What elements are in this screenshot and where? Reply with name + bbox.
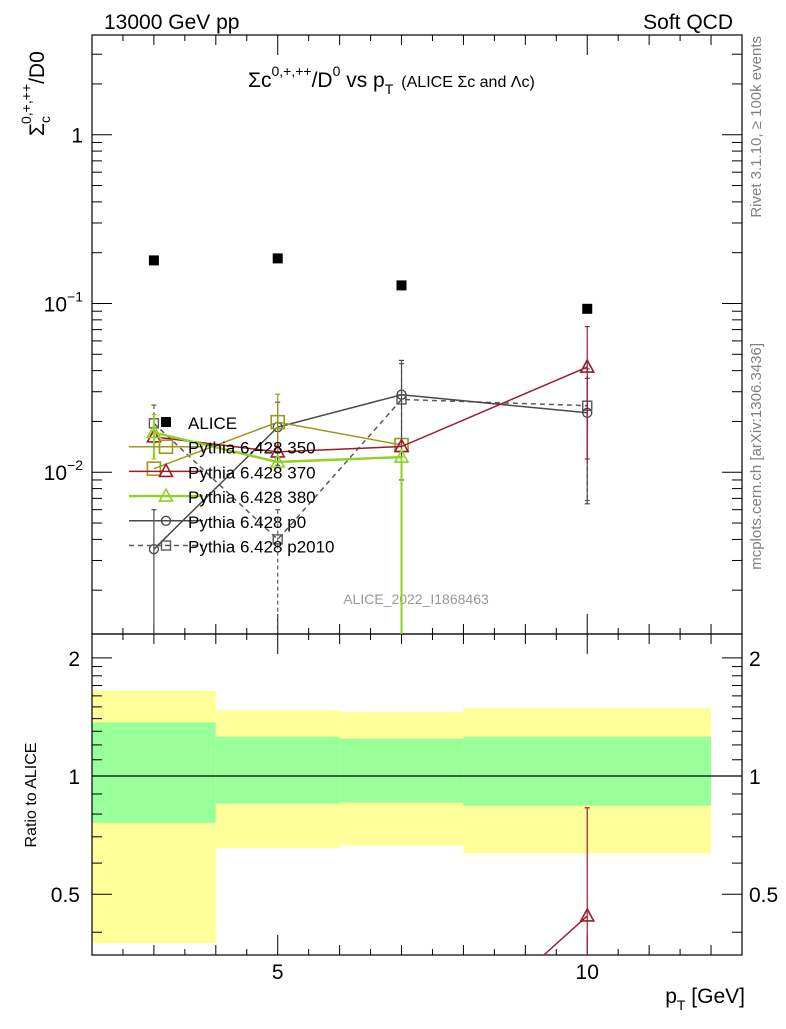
mcplots-label: mcplots.cern.ch [arXiv:1306.3436] (748, 343, 765, 570)
ytick-base: 10 (44, 462, 67, 485)
ytick-exponent: −1 (67, 288, 83, 304)
main-ylabel: Σc0,+,++/D0 (18, 51, 53, 136)
point-p350-0 (146, 461, 162, 476)
ratio-ytick-label-right-0: 2 (749, 648, 761, 671)
title-mid: /D (312, 69, 333, 92)
main-ytick-label-1: 10−1 (44, 288, 84, 316)
ratio-plot-frame (91, 633, 743, 956)
point-p370-3 (579, 358, 596, 373)
ratio-band-inner-0 (92, 722, 216, 823)
title-sup1: 0,+,++ (271, 63, 311, 79)
legend-label-p370: Pythia 6.428 370 (188, 463, 316, 482)
title-sup2: 0 (333, 63, 341, 79)
main-ytick-label-0: 1 (71, 125, 83, 148)
point-p0-2 (396, 389, 407, 400)
ratio-band-inner-2 (339, 738, 464, 803)
ratio-ylabel: Ratio to ALICE (23, 743, 40, 848)
series-line-p2010 (153, 398, 588, 541)
ratio-ytick-label-left-1: 1 (68, 766, 80, 789)
ylabel-rest: /D0 (26, 51, 49, 84)
main-ytick-label-2: 10−2 (44, 457, 84, 485)
ytick-exponent: −2 (67, 457, 83, 473)
ratio-band-inner-3 (463, 736, 712, 806)
xlabel-sub: T (677, 997, 686, 1013)
point-p380-2 (393, 448, 410, 463)
point-alice-3 (582, 303, 593, 314)
title-small: (ALICE Σc and Λc) (401, 74, 535, 91)
ratio-xlabel: pT [GeV] (665, 985, 745, 1013)
ratio-ytick-label-left-2: 0.5 (51, 884, 80, 907)
legend-marker-p380 (158, 487, 174, 502)
legend-marker-p0 (160, 515, 172, 526)
point-alice-2 (396, 280, 407, 291)
ytick-base: 1 (71, 125, 83, 148)
point-p380-0 (146, 423, 162, 439)
title-main: Σc (248, 69, 271, 92)
ratio-bands (92, 690, 742, 944)
point-p370-1 (269, 443, 286, 458)
legend: ALICE Pythia 6.428 350 Pythia 6.428 370 Pyt… (129, 414, 335, 557)
ratio-ytick-label-left-0: 2 (68, 648, 80, 671)
ytick-base: 10 (44, 293, 67, 316)
title-vs: vs p (340, 69, 384, 92)
series-line-p380 (153, 431, 402, 464)
header-right: Soft QCD (643, 11, 733, 34)
main-title: Σc0,+,++/D0 vs pT (ALICE Σc and Λc) (248, 63, 535, 97)
point-alice-0 (148, 255, 159, 266)
series-line-p0 (153, 393, 588, 550)
point-p0-0 (148, 543, 160, 555)
point-p2010-1 (272, 534, 283, 545)
ratio-point-p370-0 (579, 907, 596, 922)
title-sub: T (385, 81, 394, 97)
legend-marker-alice (161, 417, 171, 427)
ratio-ytick-label-right-1: 1 (749, 766, 761, 789)
legend-label-alice: ALICE (188, 414, 237, 433)
legend-label-p350: Pythia 6.428 350 (188, 439, 316, 458)
legend-marker-p2010 (160, 540, 172, 551)
ylabel-sup: 0,+,++ (18, 84, 34, 124)
ylabel-sub: c (37, 116, 53, 123)
series-line-p370 (153, 366, 588, 453)
ratio-ytick-label-right-2: 0.5 (749, 884, 778, 907)
header-left: 13000 GeV pp (104, 11, 239, 34)
legend-marker-p370 (158, 462, 174, 478)
xlabel-unit: [GeV] (685, 985, 745, 1008)
ratio-line-p370 (543, 915, 588, 956)
ratio-data (543, 807, 596, 956)
legend-label-p380: Pythia 6.428 380 (188, 488, 316, 507)
xtick-label-1: 10 (576, 961, 599, 984)
point-p380-1 (269, 453, 286, 468)
rivet-label: Rivet 3.1.10, ≥ 100k events (748, 36, 765, 218)
main-data (146, 253, 596, 634)
point-p350-1 (270, 414, 286, 430)
point-alice-1 (272, 253, 283, 264)
ylabel-main: Σ (26, 123, 49, 136)
legend-label-p0: Pythia 6.428 p0 (188, 513, 306, 532)
xlabel-main: p (665, 985, 677, 1008)
legend-marker-p350 (158, 439, 174, 455)
ratio-band-inner-1 (215, 736, 340, 804)
analysis-watermark: ALICE_2022_I1868463 (343, 591, 489, 607)
xtick-label-0: 5 (272, 961, 284, 984)
legend-label-p2010: Pythia 6.428 p2010 (188, 538, 335, 557)
